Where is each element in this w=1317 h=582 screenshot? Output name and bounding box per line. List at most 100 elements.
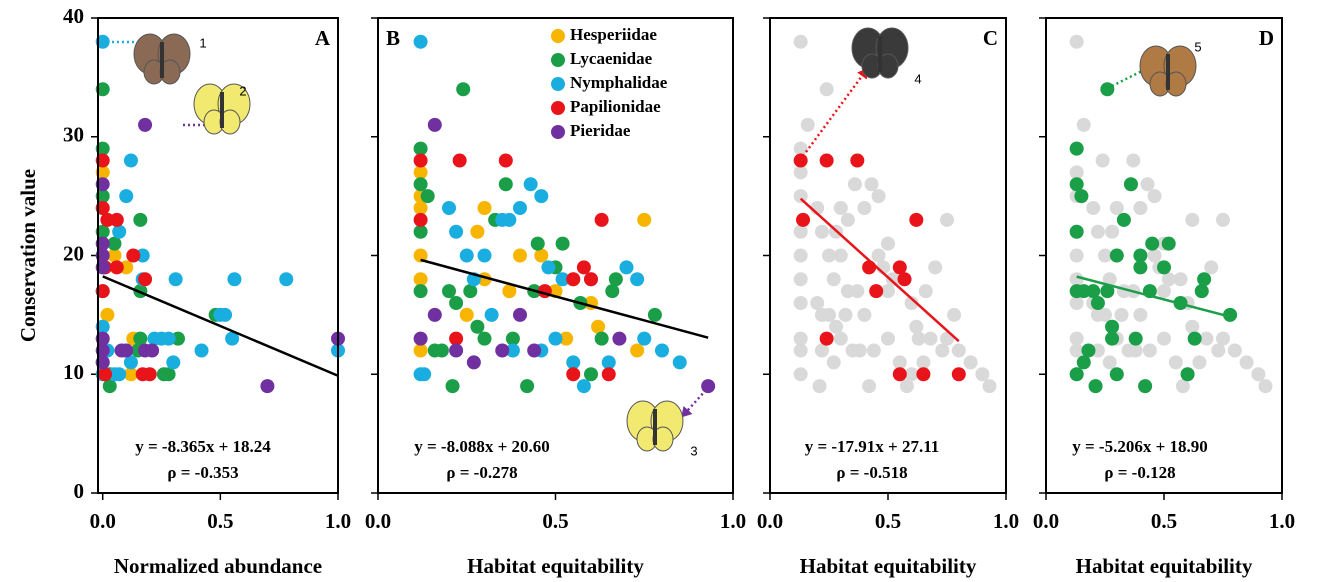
image-number: 2 xyxy=(239,83,246,98)
data-point xyxy=(566,355,581,370)
data-point xyxy=(814,224,829,239)
data-point xyxy=(1123,177,1138,192)
data-point xyxy=(1069,141,1084,156)
data-point xyxy=(534,189,549,204)
data-point xyxy=(413,34,428,49)
data-point xyxy=(1090,224,1105,239)
data-point xyxy=(637,212,652,227)
data-point xyxy=(548,331,563,346)
data-point xyxy=(95,153,110,168)
data-point xyxy=(819,82,834,97)
data-point xyxy=(1069,248,1084,263)
data-point xyxy=(871,248,886,263)
data-point xyxy=(637,331,652,346)
data-point xyxy=(605,284,620,299)
data-point xyxy=(857,307,872,322)
trend-line xyxy=(799,197,960,343)
data-point xyxy=(947,307,962,322)
x-tick-label: 0.0 xyxy=(365,509,391,533)
data-point xyxy=(413,272,428,287)
data-point xyxy=(502,284,517,299)
legend-label: Pieridae xyxy=(570,121,631,140)
data-point xyxy=(601,355,616,370)
data-point xyxy=(911,331,926,346)
data-point xyxy=(527,343,542,358)
body xyxy=(1166,54,1170,90)
data-point xyxy=(95,201,110,215)
legend-marker xyxy=(551,125,565,139)
data-point xyxy=(812,379,827,394)
data-point xyxy=(576,260,591,275)
data-point xyxy=(95,343,110,358)
data-point xyxy=(138,117,153,132)
data-point xyxy=(1168,355,1183,370)
image-number: 1 xyxy=(199,35,206,50)
data-point xyxy=(449,296,464,310)
x-axis-label: Normalized abundance xyxy=(114,554,322,578)
data-point xyxy=(923,331,938,346)
data-point xyxy=(1069,272,1084,287)
x-tick-label: 0.5 xyxy=(875,509,901,533)
data-point xyxy=(1069,343,1084,358)
data-point xyxy=(505,331,520,346)
data-point xyxy=(1194,284,1209,299)
data-point xyxy=(95,236,110,251)
data-point xyxy=(850,153,865,168)
x-tick-label: 1.0 xyxy=(720,509,746,533)
data-point xyxy=(829,319,844,334)
data-point xyxy=(1128,331,1143,346)
data-point xyxy=(133,331,148,346)
data-point xyxy=(672,355,687,370)
data-point xyxy=(449,224,464,239)
data-point xyxy=(427,307,442,322)
data-point xyxy=(951,367,966,382)
x-tick-label: 1.0 xyxy=(993,509,1019,533)
panel-label: B xyxy=(386,26,400,50)
plot-frame xyxy=(1045,17,1283,494)
data-point xyxy=(427,117,442,132)
data-point xyxy=(1116,212,1131,227)
butterfly-image xyxy=(193,83,251,135)
data-point xyxy=(559,331,574,346)
data-point xyxy=(940,212,954,227)
data-point xyxy=(862,379,877,394)
data-point xyxy=(227,272,242,287)
data-point xyxy=(523,177,538,192)
data-point xyxy=(95,284,110,299)
data-point xyxy=(133,212,148,227)
x-tick-label: 1.0 xyxy=(325,509,351,533)
data-point xyxy=(1133,260,1148,275)
data-point xyxy=(498,153,513,168)
data-point xyxy=(1147,189,1162,204)
data-point xyxy=(502,212,517,227)
data-point xyxy=(897,272,912,287)
data-point xyxy=(95,82,110,97)
data-point xyxy=(109,260,124,275)
legend-label: Papilionidae xyxy=(570,97,661,116)
x-axis-label: Habitat equitability xyxy=(1076,554,1253,578)
data-point xyxy=(413,201,428,215)
data-point xyxy=(866,343,881,358)
data-point xyxy=(413,153,428,168)
data-point xyxy=(1180,367,1195,382)
data-point xyxy=(279,272,294,287)
data-point xyxy=(594,331,609,346)
data-point xyxy=(819,331,834,346)
data-point xyxy=(793,331,808,346)
y-tick-label: 20 xyxy=(63,241,84,265)
legend-marker xyxy=(551,77,565,91)
data-point xyxy=(793,141,808,156)
data-point xyxy=(1100,284,1115,299)
data-point xyxy=(147,331,162,346)
data-point xyxy=(1133,307,1148,322)
data-point xyxy=(555,272,570,287)
data-point xyxy=(1197,272,1212,287)
data-point xyxy=(449,343,464,358)
annotation: ρ = -0.518 xyxy=(836,463,907,482)
data-point xyxy=(833,201,848,215)
data-point xyxy=(881,331,895,346)
data-point xyxy=(1142,343,1157,358)
data-point xyxy=(918,284,933,299)
data-point xyxy=(413,284,428,299)
data-point xyxy=(100,307,115,322)
